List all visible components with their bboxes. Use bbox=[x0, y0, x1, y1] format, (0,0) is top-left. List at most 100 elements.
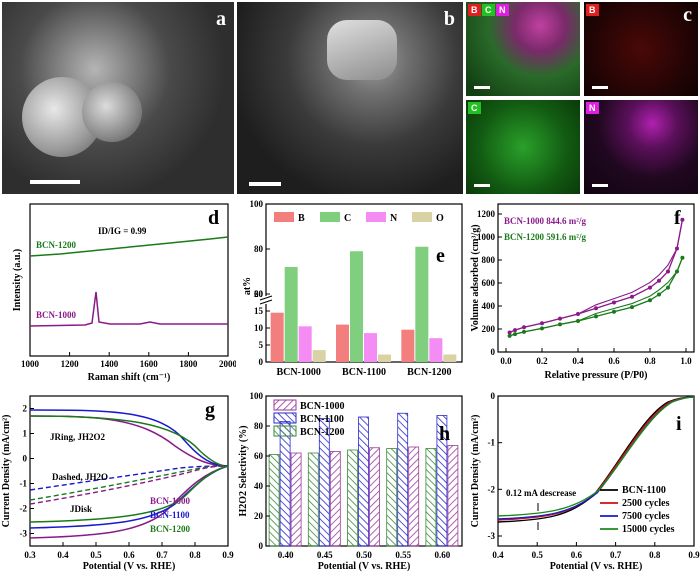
eds-label-b: B bbox=[586, 4, 599, 16]
panel-label-e: e bbox=[436, 245, 445, 267]
point-bcn-1200 bbox=[657, 292, 661, 297]
bar-n bbox=[429, 338, 443, 362]
decrease-annotation: 0.12 mA descrease bbox=[506, 488, 576, 498]
x-tick-label: 0.3 bbox=[24, 550, 36, 560]
x-tick-label: 2000 bbox=[219, 359, 236, 369]
x-tick-label: 0.50 bbox=[356, 550, 372, 560]
y-tick-label: 100 bbox=[250, 391, 264, 401]
scale-bar bbox=[30, 180, 80, 184]
point-bcn-1000 bbox=[507, 330, 512, 335]
x-tick-label: 0.4 bbox=[492, 550, 504, 560]
point-bcn-1200 bbox=[522, 329, 526, 334]
x-ticks: BCN-1000 BCN-1100 BCN-1200 bbox=[276, 367, 451, 378]
panel-label-h: h bbox=[439, 423, 450, 445]
y-tick-label: 10 bbox=[254, 323, 264, 333]
bar-o bbox=[443, 354, 457, 362]
series-bcn-1200 bbox=[29, 236, 229, 257]
panel-label-i: i bbox=[676, 413, 682, 435]
y-tick-label: 15 bbox=[254, 306, 264, 316]
y-axis-label: Volume adsorbed (cm³/g) bbox=[470, 224, 481, 331]
bar-bcn-1000 bbox=[408, 446, 420, 547]
bar-group bbox=[268, 412, 459, 547]
chart-i-stability: 0.12 mA descrease BCN-1100 2500 cycles 750… bbox=[470, 391, 700, 572]
x-ticks: 0.4 0.5 0.6 0.7 0.8 0.9 bbox=[492, 542, 700, 560]
legend-label: 7500 cycles bbox=[622, 511, 670, 522]
chart-h-selectivity: BCN-1000 BCN-1100 BCN-1200 0 20 40 60 80 100 0.… bbox=[238, 391, 463, 572]
plot-frame bbox=[29, 395, 229, 547]
y-tick-label: -2 bbox=[20, 504, 28, 514]
x-tick-label: 0.7 bbox=[610, 550, 622, 560]
x-axis-label: Potential (V vs. RHE) bbox=[550, 561, 643, 572]
annotation-jdisk: JDisk bbox=[70, 504, 92, 514]
y-tick-label: 200 bbox=[482, 324, 496, 334]
chart-d-raman: BCN-1200 BCN-1000 ID/IG = 0.99 d 1000 120… bbox=[12, 203, 236, 383]
x-ticks: 0.0 0.2 0.4 0.6 0.8 1.0 bbox=[500, 348, 692, 366]
point-bcn-1000 bbox=[630, 294, 634, 299]
bar-bcn-1000 bbox=[290, 452, 302, 547]
y-tick-label: 600 bbox=[482, 278, 496, 288]
point-bcn-1200 bbox=[558, 322, 562, 327]
bar-bcn-1000 bbox=[369, 447, 380, 547]
y-tick-label: -3 bbox=[488, 531, 496, 541]
legend-label-bcn-1100: BCN-1100 bbox=[300, 414, 344, 425]
point-bcn-1000 bbox=[666, 269, 670, 274]
point-bcn-1200 bbox=[507, 333, 512, 338]
y-tick-label: 60 bbox=[254, 451, 264, 461]
x-tick-label: 0.40 bbox=[278, 550, 294, 560]
bar-bcn-1000 bbox=[329, 451, 341, 547]
x-tick-label: 0.60 bbox=[435, 550, 451, 560]
x-tick-label: 0.0 bbox=[500, 356, 512, 366]
eds-map-overlay: B C N bbox=[466, 2, 580, 96]
panel-label-d: d bbox=[208, 207, 219, 229]
point-bcn-1200 bbox=[680, 255, 685, 260]
legend-swatch-n bbox=[366, 212, 386, 222]
disk-bcn-1000 bbox=[29, 465, 229, 539]
legend-label-bcn-1000: BCN-1000 bbox=[300, 401, 344, 412]
y-axis-label: Current Density (mA/cm²) bbox=[470, 415, 481, 528]
bar-bcn-1100 bbox=[279, 421, 291, 547]
disk-bcn-1200 bbox=[29, 465, 229, 523]
legend: BCN-1000 BCN-1100 BCN-1200 bbox=[273, 399, 344, 438]
stem-particle bbox=[327, 20, 397, 80]
scale-bar bbox=[592, 184, 608, 187]
eds-map-nitrogen: N bbox=[584, 100, 698, 194]
y-axis-label: at% bbox=[242, 277, 253, 295]
bar-bcn-1200 bbox=[386, 448, 398, 547]
point-bcn-1000 bbox=[594, 306, 598, 311]
axis-break-gap bbox=[262, 296, 270, 304]
sem-image-a: a bbox=[2, 2, 234, 194]
y-tick-label: 1000 bbox=[477, 232, 496, 242]
bar-c bbox=[415, 246, 429, 362]
legend-bcn-1200: BCN-1200 591.6 m²/g bbox=[504, 232, 586, 242]
legend-bcn-1200: BCN-1200 bbox=[36, 240, 76, 250]
x-tick-label: BCN-1200 bbox=[407, 367, 451, 378]
y-tick-label: 100 bbox=[250, 199, 264, 209]
legend-swatch-bcn-1000 bbox=[273, 399, 297, 411]
plot-frame bbox=[497, 395, 695, 547]
eds-map-grid: B C N B c C N bbox=[466, 2, 698, 194]
chart-g-rrde: JRing, JH2O2 Dashed, JH2O JDisk BCN-1000… bbox=[1, 395, 234, 572]
y-ticks: 0 200 400 600 800 1000 1200 bbox=[477, 209, 502, 357]
y-tick-label: 1200 bbox=[477, 209, 496, 219]
y-tick-label: 0 bbox=[259, 541, 264, 551]
eds-label-c: C bbox=[482, 4, 495, 16]
desorption-bcn-1200 bbox=[509, 257, 683, 337]
scale-bar bbox=[474, 184, 490, 187]
eds-map-carbon: C bbox=[466, 100, 580, 194]
point-bcn-1000 bbox=[558, 316, 562, 321]
eds-label-n: N bbox=[496, 4, 509, 16]
axis-break-mark bbox=[259, 299, 273, 305]
y-tick-label: -1 bbox=[20, 479, 28, 489]
bar-bcn-1200 bbox=[347, 449, 358, 547]
x-tick-label: 0.6 bbox=[608, 356, 620, 366]
y-ticks: -3 -2 -1 0 1 2 bbox=[20, 404, 34, 539]
scale-bar bbox=[592, 86, 608, 89]
legend-bcn-1200: BCN-1200 bbox=[150, 524, 190, 534]
bar-o bbox=[312, 350, 326, 362]
x-tick-label: 1.0 bbox=[680, 356, 692, 366]
panel-label-b: b bbox=[443, 8, 455, 30]
legend-label: 2500 cycles bbox=[622, 498, 670, 509]
y-tick-label: 800 bbox=[482, 255, 496, 265]
point-bcn-1200 bbox=[666, 285, 670, 290]
